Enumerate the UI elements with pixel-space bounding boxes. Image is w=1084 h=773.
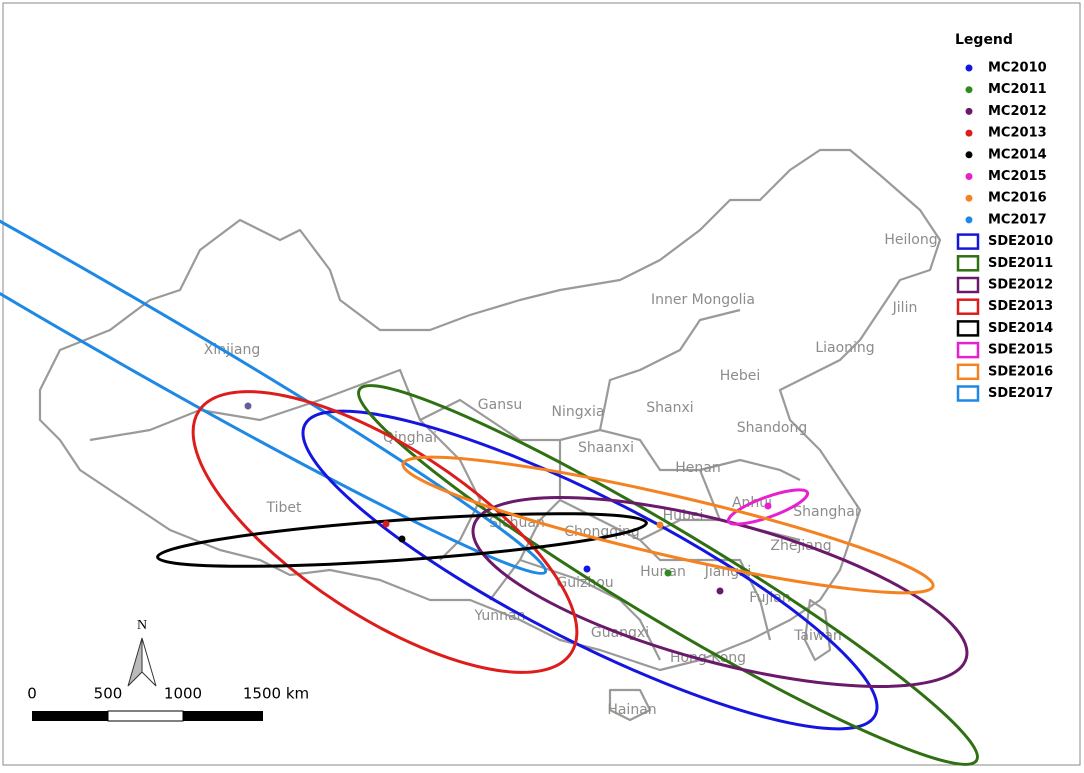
mc2010 xyxy=(583,565,591,573)
sde2010 xyxy=(301,409,879,731)
mc2015 xyxy=(764,502,772,510)
region-label: Shanxi xyxy=(646,400,693,416)
region-label: Hunan xyxy=(640,564,686,580)
mc2013 xyxy=(382,520,390,528)
north-arrow: N xyxy=(127,618,157,687)
mc2012 xyxy=(716,587,724,595)
legend-label: MC2010 xyxy=(988,61,1047,76)
legend-marker xyxy=(965,107,973,115)
legend-marker xyxy=(956,363,980,381)
legend-label: SDE2017 xyxy=(988,386,1053,401)
scale-bar: 0 500 1000 1500 km xyxy=(27,685,309,722)
legend-label: SDE2016 xyxy=(988,364,1053,379)
sde2017 xyxy=(0,49,548,575)
legend-marker xyxy=(956,341,980,359)
mc2014 xyxy=(398,535,406,543)
legend-marker xyxy=(965,64,973,72)
legend-marker xyxy=(956,276,980,294)
region-label: Inner Mongolia xyxy=(651,292,755,308)
scale-label: 1500 km xyxy=(243,685,309,703)
legend-marker xyxy=(965,129,973,137)
legend-marker xyxy=(956,320,980,337)
sde2016 xyxy=(401,455,935,595)
region-label: Shanghai xyxy=(793,504,858,520)
legend-label: SDE2014 xyxy=(988,321,1053,336)
region-label: Shaanxi xyxy=(578,440,634,456)
legend-marker xyxy=(965,173,973,180)
legend-marker xyxy=(965,216,973,224)
region-label: Shandong xyxy=(737,420,807,436)
mean-centers xyxy=(244,402,772,595)
legend-label: SDE2010 xyxy=(988,234,1053,249)
mc2011 xyxy=(664,569,672,577)
legend-label: MC2011 xyxy=(988,82,1047,97)
legend-label: MC2017 xyxy=(988,212,1047,227)
region-label: Hainan xyxy=(607,702,656,718)
region-label: Jiangxi xyxy=(704,564,752,580)
region-label: Hebei xyxy=(720,368,761,384)
region-label: Tibet xyxy=(266,500,303,516)
region-label: Henan xyxy=(675,460,720,476)
legend-label: SDE2013 xyxy=(988,299,1053,314)
legend-marker xyxy=(965,151,973,159)
sde2013 xyxy=(191,390,579,674)
region-label: Ningxia xyxy=(552,404,605,420)
sde2015 xyxy=(726,488,810,526)
mc2017 xyxy=(244,402,252,410)
scale-label: 0 xyxy=(27,685,37,703)
legend-marker xyxy=(956,255,980,272)
legend: Legend MC2010 MC2011 MC2012 MC2013 MC2014 MC2… xyxy=(955,32,1053,402)
mc2016 xyxy=(656,521,664,529)
legend-label: MC2015 xyxy=(988,169,1047,184)
legend-marker xyxy=(965,86,973,94)
legend-title: Legend xyxy=(955,32,1013,48)
legend-marker xyxy=(956,385,980,402)
legend-label: MC2016 xyxy=(988,191,1047,206)
region-label: Liaoning xyxy=(815,340,874,356)
region-label: Jilin xyxy=(892,300,918,316)
legend-marker xyxy=(956,298,980,315)
legend-marker xyxy=(956,233,980,250)
legend-label: MC2012 xyxy=(988,104,1047,119)
legend-label: SDE2015 xyxy=(988,343,1053,358)
legend-label: MC2014 xyxy=(988,147,1047,162)
region-label: Yunnan xyxy=(473,608,525,624)
scale-label: 1000 xyxy=(164,685,202,703)
legend-label: SDE2012 xyxy=(988,278,1053,293)
legend-marker xyxy=(965,194,973,202)
region-label: Heilong xyxy=(884,232,937,248)
legend-label: MC2013 xyxy=(988,126,1047,141)
sde2014 xyxy=(156,512,648,568)
scale-label: 500 xyxy=(94,685,123,703)
region-label: Gansu xyxy=(478,397,522,413)
north-label: N xyxy=(137,618,147,633)
legend-label: SDE2011 xyxy=(988,256,1053,271)
sde2011 xyxy=(357,384,979,766)
ellipses xyxy=(0,49,979,766)
